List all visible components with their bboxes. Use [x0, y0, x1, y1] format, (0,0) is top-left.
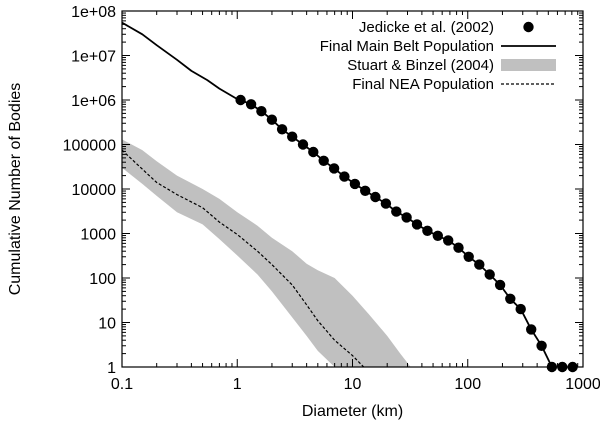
jedicke-point [256, 106, 267, 117]
legend-label: Final Main Belt Population [320, 38, 494, 55]
legend-swatch-jedicke [523, 21, 534, 33]
y-axis-label: Cumulative Number of Bodies [7, 83, 24, 296]
y-tick-label: 10000 [72, 182, 117, 199]
jedicke-point [349, 178, 361, 190]
x-tick-label: 1000 [565, 376, 600, 393]
jedicke-point [536, 340, 547, 351]
jedicke-point [235, 94, 246, 106]
y-tick-label: 1e+08 [71, 4, 116, 21]
x-tick-label: 100 [454, 376, 481, 393]
jedicke-point [266, 114, 278, 125]
jedicke-point [339, 171, 350, 182]
jedicke-point [245, 99, 257, 110]
x-tick-label: 0.1 [111, 376, 133, 393]
jedicke-point [276, 124, 288, 135]
jedicke-point [474, 259, 485, 270]
jedicke-point [360, 185, 371, 196]
y-tick-label: 100000 [63, 138, 116, 155]
jedicke-point [432, 230, 443, 241]
x-tick-label: 10 [344, 376, 362, 393]
y-tick-label: 1e+06 [71, 93, 116, 110]
jedicke-point [526, 324, 537, 335]
x-axis-label: Diameter (km) [302, 403, 403, 420]
jedicke-point [370, 191, 381, 203]
jedicke-point [328, 163, 340, 174]
jedicke-point [391, 206, 402, 217]
legend-label: Final NEA Population [352, 76, 494, 93]
jedicke-point [401, 212, 412, 223]
jedicke-point [463, 251, 474, 262]
jedicke-point [287, 131, 298, 142]
stuart-binzel-band [122, 139, 411, 367]
jedicke-point [308, 146, 319, 158]
jedicke-point [422, 225, 433, 236]
jedicke-point [484, 269, 495, 280]
jedicke-point [443, 235, 454, 246]
x-tick-label: 1 [233, 376, 242, 393]
jedicke-point [318, 155, 329, 166]
y-tick-label: 100 [89, 271, 116, 288]
jedicke-point [411, 219, 423, 230]
y-tick-label: 1 [107, 360, 116, 377]
y-tick-label: 1000 [80, 227, 116, 244]
jedicke-point [453, 242, 464, 253]
legend-label: Stuart & Binzel (2004) [347, 57, 494, 74]
legend-label: Jedicke et al. (2002) [359, 19, 494, 36]
y-tick-label: 10 [98, 316, 116, 333]
jedicke-point [297, 139, 309, 150]
jedicke-point [494, 279, 506, 291]
jedicke-point [505, 293, 516, 304]
jedicke-point [515, 303, 526, 315]
jedicke-point [380, 198, 392, 209]
legend-swatch-band [501, 59, 556, 71]
nea-line [121, 149, 365, 368]
y-tick-label: 1e+07 [71, 49, 116, 66]
